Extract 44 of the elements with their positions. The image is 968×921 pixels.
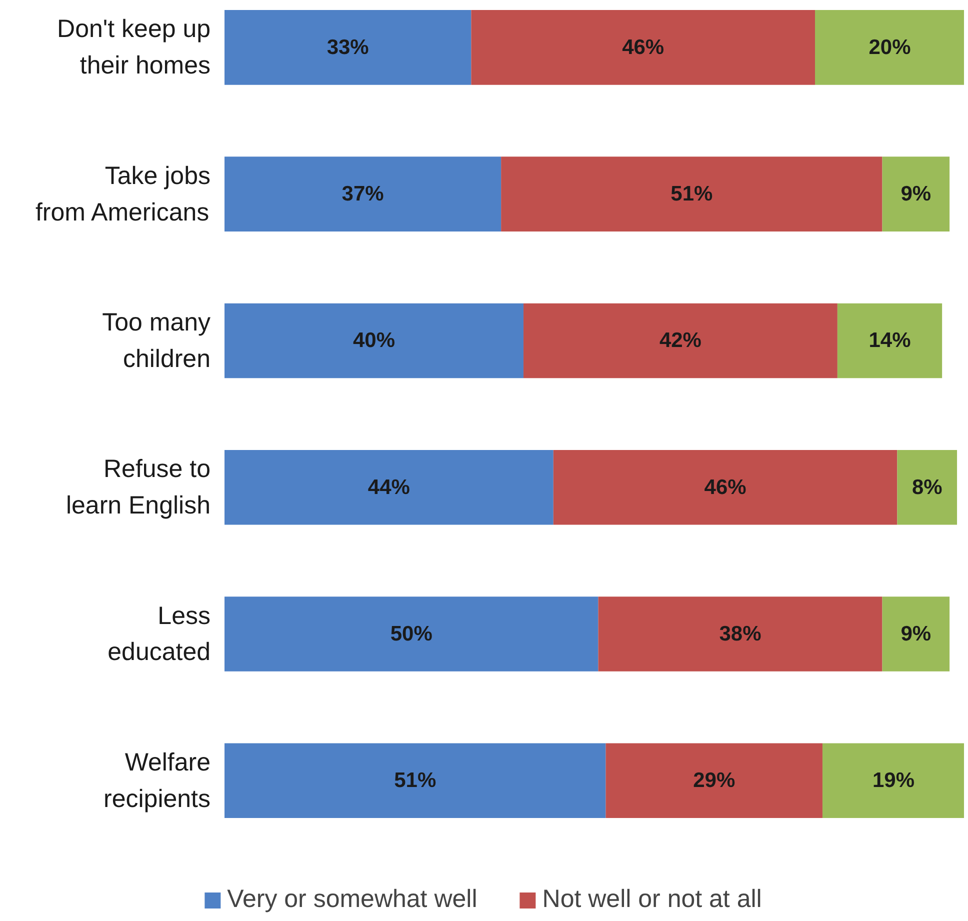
y-tick-label: Too many children	[102, 308, 211, 373]
data-label: 42%	[659, 329, 702, 352]
bar	[224, 596, 598, 672]
data-label: 51%	[394, 769, 436, 792]
bar	[523, 303, 838, 378]
bar	[224, 743, 606, 818]
bar	[224, 10, 472, 85]
data-label: 50%	[390, 622, 433, 646]
legend-label: Not well or not at all	[542, 885, 762, 914]
data-label: 19%	[872, 769, 915, 792]
bar	[822, 743, 964, 818]
bar	[224, 450, 554, 525]
bar	[501, 156, 882, 232]
data-label: 37%	[342, 182, 384, 206]
data-label: 46%	[704, 476, 747, 499]
y-tick-label: Don't keep up their homes	[57, 15, 211, 80]
bar	[815, 10, 964, 85]
bar	[553, 450, 898, 525]
bar	[882, 156, 950, 232]
bar	[606, 743, 822, 818]
bar	[897, 450, 958, 525]
data-label: 9%	[900, 182, 932, 206]
data-label: 29%	[693, 769, 736, 792]
data-label: 14%	[868, 329, 912, 352]
y-tick-label: Refuse to learn English	[66, 455, 211, 520]
bar	[598, 596, 882, 672]
data-label: 38%	[719, 622, 762, 646]
legend-label: Very or somewhat well	[227, 885, 478, 914]
data-label: 46%	[622, 36, 664, 59]
data-label: 51%	[670, 182, 714, 206]
y-tick-label: Welfare recipients	[104, 748, 211, 813]
data-label: 40%	[352, 329, 396, 352]
data-label: 8%	[912, 476, 943, 499]
bar	[471, 10, 816, 85]
bar	[224, 303, 524, 378]
bar	[837, 303, 942, 378]
data-label: 20%	[868, 36, 912, 59]
data-label: 9%	[900, 622, 932, 646]
bar	[882, 596, 950, 672]
y-tick-label: Take jobs from Americans	[35, 162, 211, 226]
data-label: 33%	[326, 36, 370, 59]
y-tick-label: Less educated	[108, 602, 211, 666]
bar	[224, 156, 502, 232]
data-label: 44%	[368, 476, 410, 499]
